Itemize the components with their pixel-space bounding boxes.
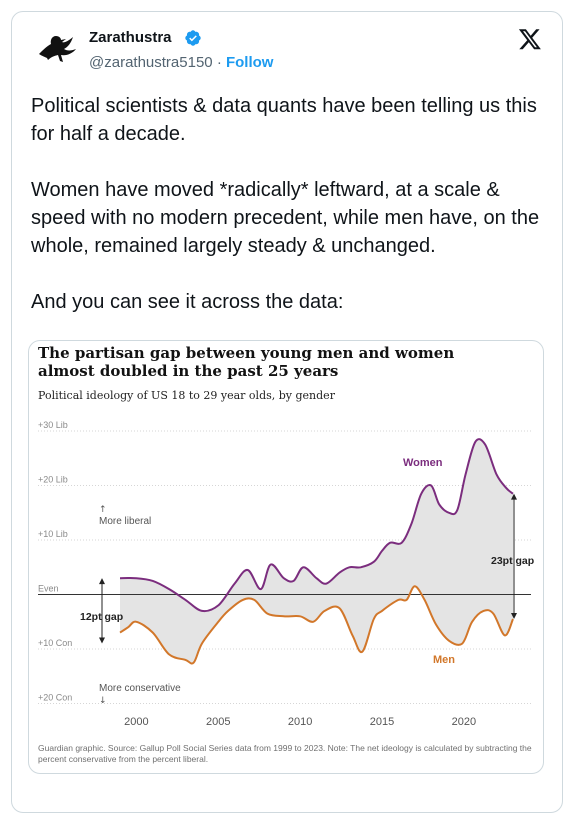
gap-1999-label: 12pt gap bbox=[80, 611, 123, 623]
women-series-line bbox=[119, 438, 514, 613]
gap-2023-label: 23pt gap bbox=[491, 555, 534, 567]
y-tick-label: +10 Lib bbox=[38, 529, 68, 539]
x-tick-label: 2015 bbox=[370, 716, 394, 728]
gap-arrowhead bbox=[99, 637, 105, 644]
raven-avatar-icon bbox=[39, 36, 76, 62]
up-arrow-icon: ↑ bbox=[99, 505, 107, 515]
men-series-line bbox=[119, 585, 514, 665]
x-logo-icon[interactable] bbox=[518, 27, 542, 51]
down-arrow-icon: ↓ bbox=[99, 696, 107, 706]
chart-source-note: Guardian graphic. Source: Gallup Poll So… bbox=[38, 743, 532, 764]
x-tick-label: 2000 bbox=[124, 716, 148, 728]
x-tick-label: 2005 bbox=[206, 716, 230, 728]
chart-title: The partisan gap between young men and w… bbox=[38, 344, 455, 380]
tweet-paragraph: And you can see it across the data: bbox=[31, 291, 344, 313]
men-series-label: Men bbox=[433, 654, 455, 666]
author-handle[interactable]: @zarathustra5150 bbox=[89, 54, 213, 71]
follow-button[interactable]: Follow bbox=[225, 54, 274, 71]
y-tick-label: Even bbox=[38, 584, 59, 594]
avatar[interactable] bbox=[33, 24, 81, 72]
x-tick-label: 2010 bbox=[288, 716, 312, 728]
chart-plot: +30 Lib +20 Lib +10 Lib Even +10 Con +20 Con 2… bbox=[38, 420, 534, 728]
y-tick-label: +20 Con bbox=[38, 693, 72, 703]
more-conservative-label: More conservative bbox=[99, 683, 181, 694]
gap-arrowhead bbox=[99, 578, 105, 585]
separator-dot: · bbox=[216, 54, 222, 71]
tweet-paragraph: Women have moved *radically* leftward, a… bbox=[31, 179, 540, 257]
gap-1999-annotation bbox=[99, 578, 105, 644]
y-tick-label: +20 Lib bbox=[38, 475, 68, 485]
gap-2023-annotation bbox=[511, 493, 517, 620]
x-tick-label: 2020 bbox=[452, 716, 476, 728]
chart-subtitle: Political ideology of US 18 to 29 year o… bbox=[38, 389, 335, 402]
tweet-paragraph: Political scientists & data quants have … bbox=[31, 95, 537, 145]
gap-arrowhead bbox=[511, 613, 517, 620]
author-name[interactable]: Zarathustra bbox=[89, 29, 172, 46]
more-liberal-label: More liberal bbox=[99, 516, 151, 527]
tweet-text: Political scientists & data quants have … bbox=[31, 92, 541, 316]
gap-arrowhead bbox=[511, 493, 517, 500]
author-handle-row: @zarathustra5150 · Follow bbox=[89, 54, 273, 71]
y-tick-label: +10 Con bbox=[38, 638, 72, 648]
verified-badge-icon bbox=[185, 30, 201, 46]
women-series-label: Women bbox=[403, 457, 443, 469]
tweet-media-chart[interactable]: The partisan gap between young men and w… bbox=[28, 340, 544, 774]
gap-area bbox=[120, 439, 513, 664]
y-tick-label: +30 Lib bbox=[38, 420, 68, 430]
